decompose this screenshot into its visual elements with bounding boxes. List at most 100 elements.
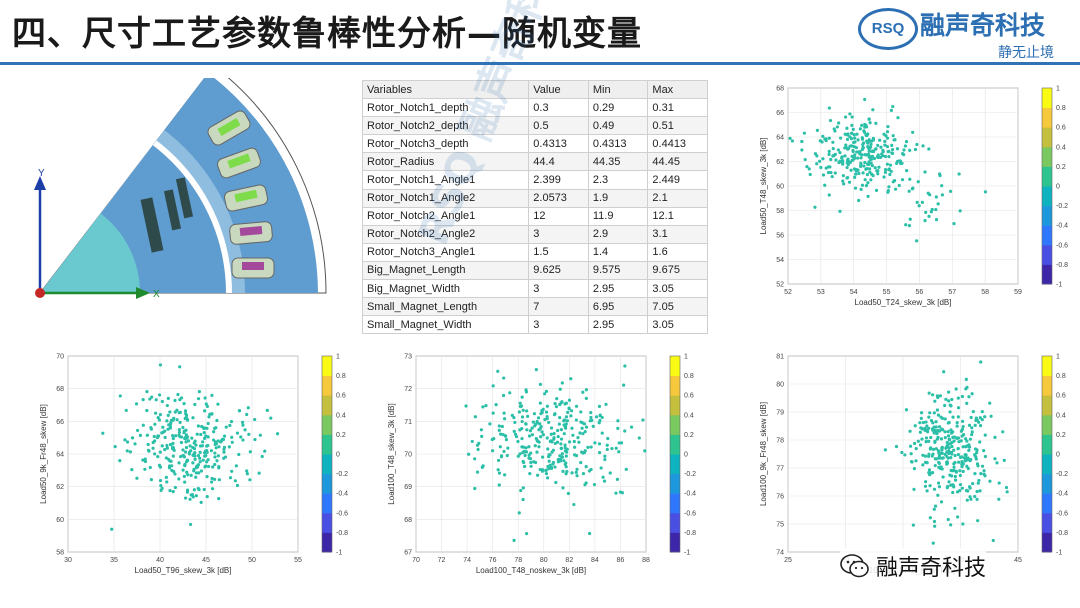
data-point xyxy=(947,420,951,425)
data-point xyxy=(205,404,209,408)
colorbar-tick-label: -0.8 xyxy=(336,530,348,537)
data-point xyxy=(900,450,904,455)
data-point xyxy=(579,410,583,414)
data-point xyxy=(552,436,556,440)
data-point xyxy=(554,405,559,409)
data-point xyxy=(153,452,157,456)
data-point xyxy=(191,461,195,465)
table-cell: Rotor_Notch1_Angle1 xyxy=(361,170,530,190)
data-point xyxy=(883,143,887,147)
table-cell: 2.95 xyxy=(587,315,649,335)
table-row: Small_Magnet_Width 3 2.95 3.05 xyxy=(361,315,708,335)
data-point xyxy=(229,419,234,424)
data-point xyxy=(845,158,850,162)
data-point xyxy=(886,125,890,129)
data-point xyxy=(186,439,191,443)
scatter-svg: 30 35 40 45 50 55 58 60 62 64 66 68 70 Load50_T96_ske… xyxy=(39,354,348,576)
data-point xyxy=(167,466,172,470)
y-tick-label: 73 xyxy=(404,354,412,361)
data-point xyxy=(213,477,217,481)
data-point xyxy=(846,147,850,151)
data-point xyxy=(521,408,525,412)
wechat-account-badge: 融声奇科技 xyxy=(840,548,987,584)
data-point xyxy=(235,431,240,435)
data-point xyxy=(201,458,205,462)
data-point xyxy=(821,173,826,177)
data-point xyxy=(570,409,574,413)
data-point xyxy=(950,469,954,473)
data-point xyxy=(946,430,950,434)
data-point xyxy=(197,390,201,394)
table-cell: 0.49 xyxy=(587,116,649,136)
data-point xyxy=(210,476,214,481)
data-point xyxy=(870,172,874,176)
data-point xyxy=(983,415,987,419)
data-point xyxy=(574,470,578,474)
colorbar-segment xyxy=(670,454,680,475)
data-point xyxy=(976,519,980,523)
data-point xyxy=(853,140,857,144)
data-point xyxy=(836,148,840,152)
data-point xyxy=(199,432,203,437)
data-point xyxy=(521,497,525,502)
data-point xyxy=(197,471,201,475)
data-point xyxy=(842,182,846,186)
data-point xyxy=(565,447,569,451)
data-point xyxy=(934,420,938,424)
data-point xyxy=(887,167,891,171)
data-point xyxy=(862,164,866,168)
data-point xyxy=(190,436,194,440)
data-point xyxy=(907,189,911,193)
data-point xyxy=(853,136,857,140)
data-point xyxy=(873,166,877,170)
data-point xyxy=(863,160,867,165)
data-point xyxy=(969,458,973,462)
data-point xyxy=(886,190,890,194)
data-point xyxy=(980,410,984,414)
data-point xyxy=(891,134,895,138)
data-point xyxy=(171,454,175,458)
data-point xyxy=(188,444,192,448)
data-point xyxy=(151,440,155,445)
data-point xyxy=(888,163,893,167)
data-point xyxy=(150,395,154,399)
data-point xyxy=(559,446,564,450)
data-point xyxy=(546,464,550,469)
data-point xyxy=(201,440,205,444)
data-point xyxy=(193,451,197,455)
data-point xyxy=(558,402,562,407)
data-point xyxy=(163,435,167,440)
data-point xyxy=(528,429,533,433)
colorbar-tick-label: -0.4 xyxy=(684,491,696,498)
colorbar-tick-label: 0.6 xyxy=(1056,393,1066,400)
data-point xyxy=(838,151,842,155)
data-point xyxy=(878,138,882,142)
y-tick-label: 70 xyxy=(56,354,64,361)
data-point xyxy=(480,465,484,469)
data-point xyxy=(169,418,174,422)
y-tick-label: 77 xyxy=(776,466,784,473)
data-point xyxy=(962,456,966,460)
y-tick-label: 76 xyxy=(776,494,784,501)
data-point xyxy=(937,454,941,458)
data-point xyxy=(864,133,869,138)
data-point xyxy=(553,465,557,469)
data-point xyxy=(858,127,862,131)
data-point xyxy=(246,406,250,410)
data-point xyxy=(808,172,812,177)
data-point xyxy=(956,396,960,400)
data-point xyxy=(883,168,888,172)
data-point xyxy=(846,162,850,167)
data-point xyxy=(971,482,975,486)
data-point xyxy=(827,193,831,197)
data-point xyxy=(590,418,594,423)
colorbar-segment xyxy=(1042,146,1052,167)
data-point xyxy=(926,191,930,195)
data-point xyxy=(856,156,860,160)
data-point xyxy=(967,423,972,427)
data-point xyxy=(497,483,501,487)
table-cell: 44.4 xyxy=(528,152,589,172)
data-point xyxy=(158,450,162,454)
data-point xyxy=(530,433,535,437)
data-point xyxy=(498,445,502,449)
